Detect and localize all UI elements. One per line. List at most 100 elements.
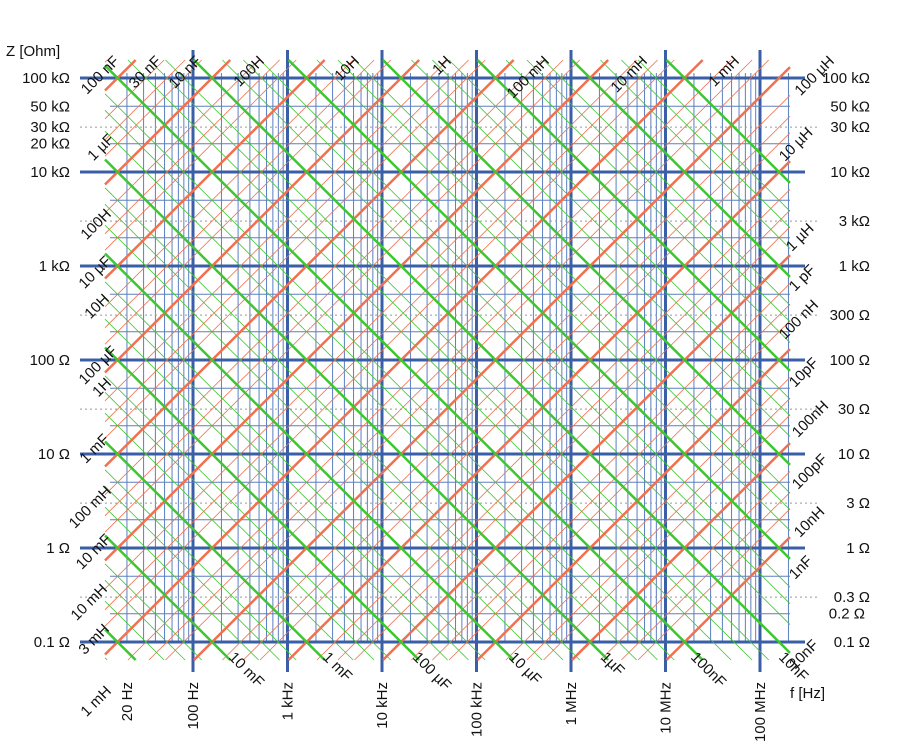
left-diagonal-label: 100H xyxy=(77,206,114,243)
minor-capacitance-line xyxy=(104,600,165,661)
inductance-line xyxy=(104,59,137,92)
minor-capacitance-line xyxy=(259,59,791,588)
minor-capacitance-line xyxy=(104,224,543,661)
minor-inductance-line xyxy=(104,59,486,439)
x-axis-title: f [Hz] xyxy=(790,685,825,702)
y-tick-label-right: 0.3 Ω xyxy=(834,589,870,606)
y-tick-label-left: 20 kΩ xyxy=(30,136,70,153)
y-tick-label-right: 100 kΩ xyxy=(822,70,870,87)
minor-capacitance-line xyxy=(104,580,186,661)
minor-inductance-line xyxy=(104,59,564,516)
capacitance-line xyxy=(104,158,610,661)
minor-capacitance-line xyxy=(104,563,203,661)
y-tick-label-left: 1 Ω xyxy=(46,540,70,557)
x-tick-label: 100 kHz xyxy=(469,682,486,737)
minor-capacitance-line xyxy=(104,506,259,661)
minor-capacitance-line xyxy=(104,281,486,661)
capacitance-line xyxy=(104,64,704,661)
inductance-line xyxy=(104,59,421,374)
minor-inductance-line xyxy=(432,303,791,661)
minor-capacitance-line xyxy=(104,187,581,661)
right-diagonal-label: 100nH xyxy=(789,398,832,441)
minor-inductance-line xyxy=(104,59,581,533)
minor-capacitance-line xyxy=(104,298,469,661)
minor-capacitance-line xyxy=(222,59,791,625)
capacitance-line xyxy=(104,534,232,661)
minor-capacitance-line xyxy=(104,657,108,661)
minor-inductance-line xyxy=(104,59,469,422)
minor-inductance-line xyxy=(104,59,543,496)
minor-inductance-line xyxy=(411,283,791,661)
inductance-line xyxy=(104,59,515,468)
bottom-diagonal-label: 10 mF xyxy=(225,649,267,691)
minor-inductance-line xyxy=(243,115,791,661)
minor-inductance-line xyxy=(526,397,791,661)
capacitance-line xyxy=(104,628,137,661)
capacitance-line xyxy=(665,59,791,184)
x-tick-label: 10 MHz xyxy=(658,682,675,734)
minor-inductance-line xyxy=(621,491,791,661)
minor-inductance-line xyxy=(104,59,354,308)
minor-inductance-line xyxy=(104,59,658,610)
minor-capacitance-line xyxy=(127,59,732,661)
inductance-line xyxy=(571,442,791,661)
minor-inductance-line xyxy=(259,132,791,661)
y-tick-label-left: 10 kΩ xyxy=(30,164,70,181)
minor-inductance-line xyxy=(222,95,791,661)
x-tick-label: 100 Hz xyxy=(185,682,202,730)
minor-inductance-line xyxy=(104,59,448,402)
y-tick-label-right: 100 Ω xyxy=(830,352,870,369)
minor-capacitance-line xyxy=(337,59,791,511)
y-tick-label-right: 1 kΩ xyxy=(839,258,870,275)
minor-inductance-line xyxy=(104,59,259,214)
minor-capacitance-line xyxy=(104,412,354,661)
minor-capacitance-line xyxy=(316,59,791,531)
bottom-diagonal-label: 10 µF xyxy=(505,649,544,688)
capacitance-line xyxy=(193,59,791,654)
inductance-line xyxy=(104,59,326,280)
capacitance-line xyxy=(476,59,791,372)
inductance-line xyxy=(104,59,610,562)
capacitance-line xyxy=(104,252,515,661)
bottom-diagonal-label: 1 mF xyxy=(319,649,355,685)
minor-capacitance-line xyxy=(104,204,564,661)
minor-inductance-line xyxy=(104,59,675,627)
minor-capacitance-line xyxy=(104,130,637,661)
top-diagonal-label: 10 nF xyxy=(166,53,205,92)
y-tick-label-left: 100 Ω xyxy=(30,352,70,369)
minor-inductance-line xyxy=(316,189,791,661)
x-tick-label: 1 kHz xyxy=(280,682,297,720)
capacitance-line xyxy=(571,59,791,278)
minor-capacitance-line xyxy=(104,392,375,661)
inductance-line xyxy=(193,66,791,661)
right-diagonal-label: 1nF xyxy=(786,553,816,583)
minor-capacitance-line xyxy=(104,318,448,661)
minor-inductance-line xyxy=(104,59,375,328)
minor-capacitance-line xyxy=(104,93,675,661)
minor-inductance-line xyxy=(104,59,203,157)
minor-inductance-line xyxy=(104,59,165,120)
minor-capacitance-line xyxy=(165,59,770,661)
y-tick-label-right: 0.2 Ω xyxy=(829,606,865,623)
x-tick-label: 1 MHz xyxy=(563,682,580,725)
capacitance-line xyxy=(104,440,326,661)
minor-inductance-line xyxy=(505,377,791,661)
bottom-diagonal-label: 100nF xyxy=(687,649,729,691)
minor-inductance-line xyxy=(600,471,791,661)
minor-capacitance-line xyxy=(526,59,791,323)
y-tick-label-left: 100 kΩ xyxy=(22,70,70,87)
y-tick-label-right: 1 Ω xyxy=(846,540,870,557)
y-tick-label-right: 0.1 Ω xyxy=(834,634,870,651)
y-tick-label-left: 1 kΩ xyxy=(39,258,70,275)
minor-inductance-line xyxy=(104,59,392,345)
minor-capacitance-line xyxy=(104,375,392,661)
inductance-line xyxy=(665,536,791,661)
y-tick-label-right: 3 Ω xyxy=(846,495,870,512)
minor-capacitance-line xyxy=(600,59,791,249)
capacitance-line xyxy=(382,59,791,466)
minor-inductance-line xyxy=(104,59,637,590)
y-tick-label-left: 50 kΩ xyxy=(30,98,70,115)
capacitance-line xyxy=(287,59,791,560)
y-tick-label-left: 10 Ω xyxy=(38,446,70,463)
